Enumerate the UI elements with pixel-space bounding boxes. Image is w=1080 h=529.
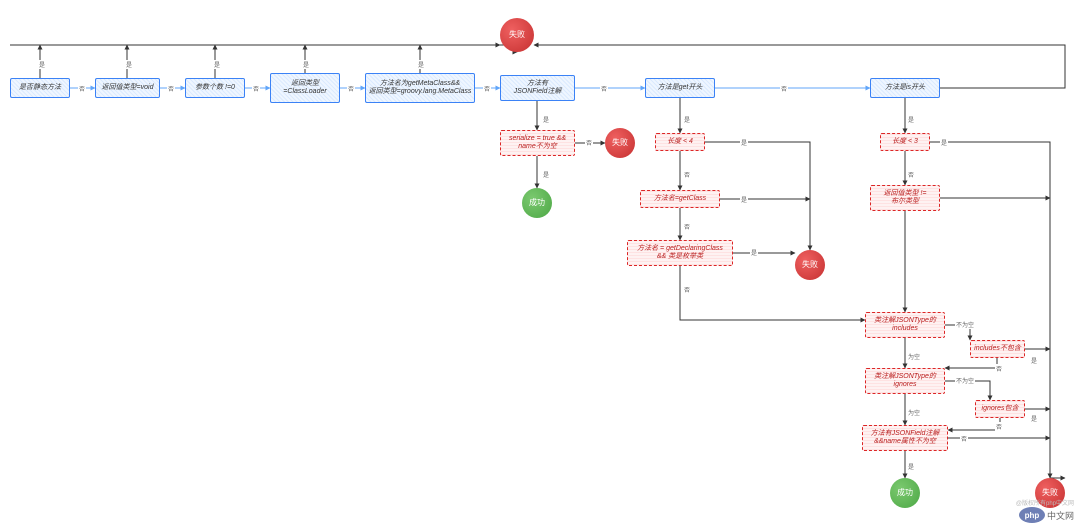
node-b5: 方法名为getMetaClass&&返回类型=groovy.lang.MetaC… — [365, 73, 475, 103]
watermark-small: @版权所有php中文网 — [1016, 498, 1074, 507]
edge-label: 是 — [1030, 356, 1038, 365]
edge-label: 为空 — [907, 352, 921, 361]
edge-label: 是 — [302, 60, 310, 69]
edge-label: 否 — [167, 84, 175, 93]
edge-label: 否 — [683, 170, 691, 179]
node-b6: 方法有JSONField注解 — [500, 75, 575, 101]
edge-label: 是 — [740, 195, 748, 204]
edge-label: 是 — [940, 138, 948, 147]
node-r_ign: 类注解JSONType的ignores — [865, 368, 945, 394]
node-fail_mid: 失败 — [795, 250, 825, 280]
node-r_len3: 长度 < 3 — [880, 133, 930, 151]
edge-label: 不为空 — [955, 320, 975, 329]
edge-label: 是 — [125, 60, 133, 69]
edge-label: 不为空 — [955, 376, 975, 385]
node-r_igncon: ignores包含 — [975, 400, 1025, 418]
edge-label: 是 — [417, 60, 425, 69]
node-b8: 方法是is开头 — [870, 78, 940, 98]
watermark-text: 中文网 — [1047, 509, 1074, 522]
edge-label: 否 — [483, 84, 491, 93]
node-r_ser: serialize = true &&name不为空 — [500, 130, 575, 156]
node-succ_ser: 成功 — [522, 188, 552, 218]
node-r_len4: 长度 < 4 — [655, 133, 705, 151]
edge-label: 否 — [780, 84, 788, 93]
node-fail_top: 失败 — [500, 18, 534, 52]
edge-label: 否 — [252, 84, 260, 93]
edge-label: 是 — [542, 170, 550, 179]
edge-label: 是 — [1030, 414, 1038, 423]
edge-label: 否 — [683, 222, 691, 231]
edge-label: 否 — [78, 84, 86, 93]
edge-label: 否 — [907, 170, 915, 179]
edge-label: 是 — [907, 115, 915, 124]
edge-label: 否 — [995, 364, 1003, 373]
node-r_decl: 方法名 = getDeclaringClass&& 类是枚举类 — [627, 240, 733, 266]
node-b4: 返回类型=ClassLoader — [270, 73, 340, 103]
edge-label: 是 — [213, 60, 221, 69]
node-r_getclass: 方法名=getClass — [640, 190, 720, 208]
edge-label: 是 — [907, 462, 915, 471]
edge-label: 是 — [38, 60, 46, 69]
node-r_bool: 返回值类型 !=布尔类型 — [870, 185, 940, 211]
node-b3: 参数个数 !=0 — [185, 78, 245, 98]
node-fail_ser: 失败 — [605, 128, 635, 158]
edge-label: 是 — [740, 138, 748, 147]
edge-label: 否 — [347, 84, 355, 93]
edge-label: 为空 — [907, 408, 921, 417]
edge-label: 是 — [683, 115, 691, 124]
watermark: php 中文网 — [1019, 507, 1074, 523]
node-b2: 返回值类型=void — [95, 78, 160, 98]
node-b1: 是否静态方法 — [10, 78, 70, 98]
node-succ_bot: 成功 — [890, 478, 920, 508]
node-r_inc: 类注解JSONType的includes — [865, 312, 945, 338]
php-logo-icon: php — [1019, 507, 1045, 523]
edge-label: 否 — [960, 434, 968, 443]
edge-label: 否 — [600, 84, 608, 93]
node-r_incnot: includes不包含 — [970, 340, 1025, 358]
edge-label: 否 — [995, 422, 1003, 431]
edge-label: 是 — [542, 115, 550, 124]
edge-label: 是 — [750, 248, 758, 257]
node-b7: 方法是get开头 — [645, 78, 715, 98]
node-r_json: 方法有JSONField注解&&name属性不为空 — [862, 425, 948, 451]
edge-label: 否 — [683, 285, 691, 294]
edge-label: 否 — [585, 138, 593, 147]
